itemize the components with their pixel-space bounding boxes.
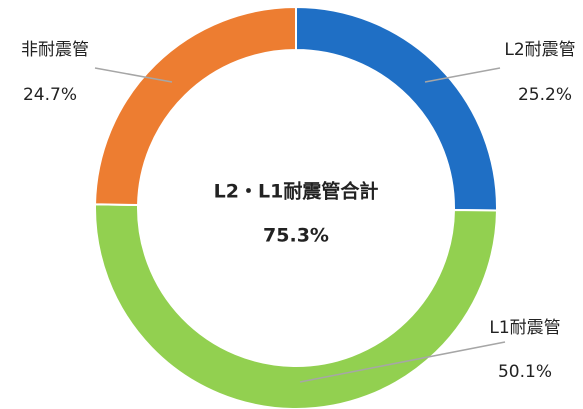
ring	[94, 5, 498, 409]
category-label: L2耐震管	[504, 40, 575, 60]
category-label: 非耐震管	[21, 40, 89, 60]
center-value: 75.3%	[263, 225, 329, 247]
leader-line	[94, 67, 173, 83]
value-label: 24.7%	[23, 85, 77, 105]
value-label: 25.2%	[518, 85, 572, 105]
center-label: L2・L1耐震管合計	[214, 180, 379, 203]
leader-line	[299, 341, 506, 383]
value-label: 50.1%	[498, 362, 552, 382]
category-label: L1耐震管	[489, 318, 560, 338]
donut-segment	[94, 203, 498, 409]
donut-segment	[94, 5, 297, 207]
leader-line	[424, 67, 501, 83]
